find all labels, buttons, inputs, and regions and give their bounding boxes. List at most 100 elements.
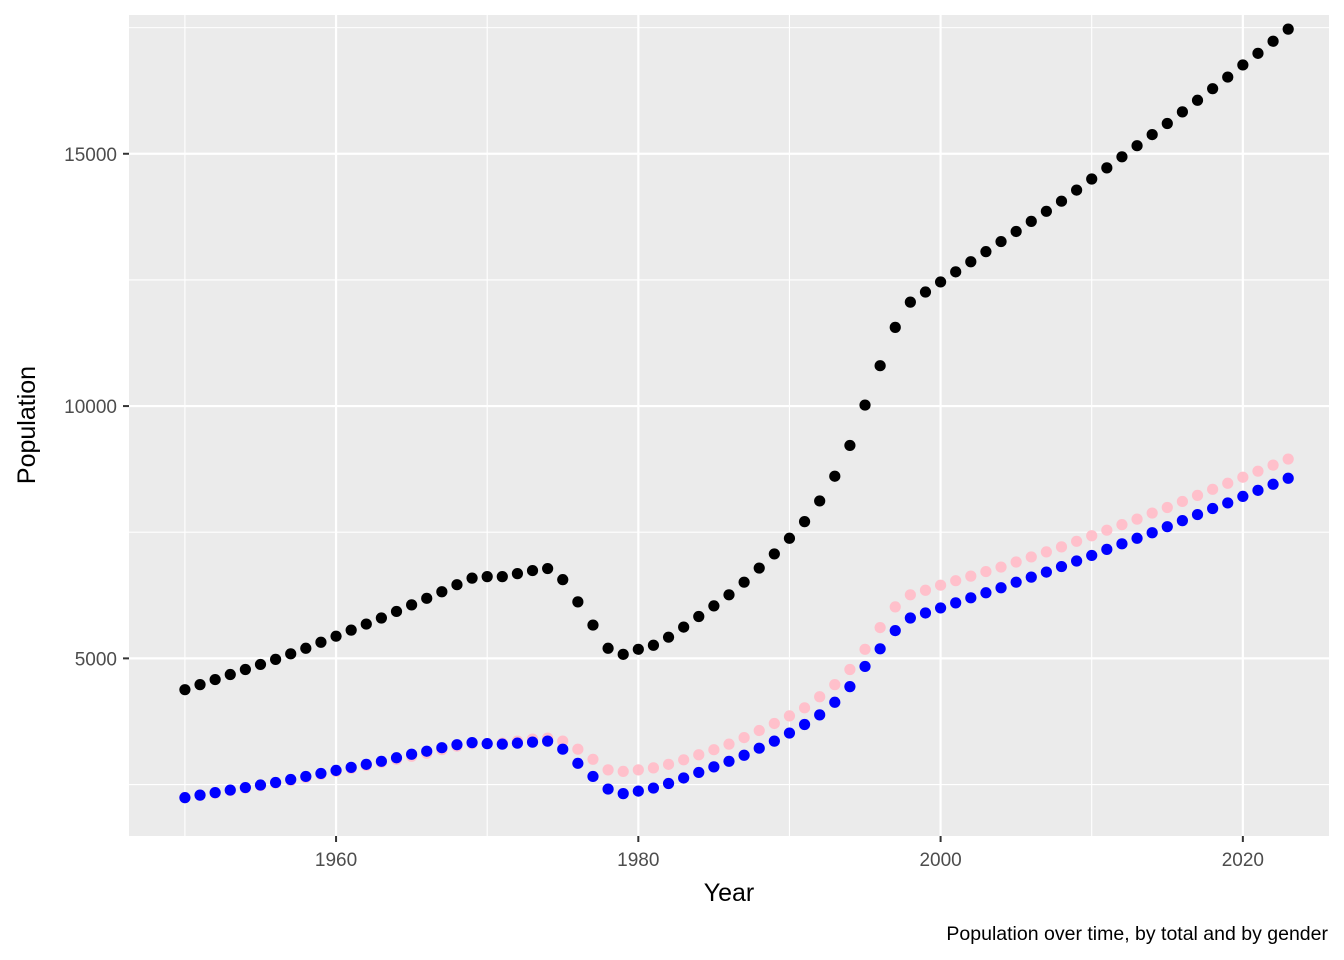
data-point — [179, 792, 191, 804]
data-point — [269, 776, 282, 789]
data-point — [783, 710, 796, 722]
data-point — [179, 684, 191, 696]
data-point — [285, 648, 297, 660]
data-point — [919, 607, 932, 619]
data-point — [1222, 497, 1234, 509]
x-tick-label: 2000 — [919, 850, 961, 871]
data-point — [1101, 162, 1113, 174]
data-point — [1086, 549, 1098, 562]
data-point — [1071, 184, 1083, 196]
data-point — [632, 785, 644, 797]
data-point — [1040, 546, 1052, 558]
data-point — [1237, 490, 1249, 502]
x-tick-label: 1960 — [315, 850, 357, 871]
data-point — [1252, 465, 1264, 477]
data-point — [662, 758, 675, 770]
data-point — [934, 602, 947, 614]
data-point — [587, 619, 599, 631]
data-point — [617, 648, 629, 660]
data-point — [1252, 47, 1264, 59]
data-point — [1176, 106, 1189, 118]
data-point — [602, 764, 614, 776]
data-point — [783, 532, 796, 544]
data-point — [1222, 71, 1234, 83]
data-point — [738, 732, 750, 744]
data-point — [798, 516, 811, 528]
data-point — [1191, 508, 1204, 521]
data-point — [617, 788, 629, 800]
data-point — [572, 743, 584, 755]
data-point — [360, 618, 372, 630]
data-point — [1252, 484, 1264, 496]
data-point — [1146, 128, 1158, 141]
data-point — [1040, 205, 1052, 217]
data-point — [829, 470, 841, 482]
data-point — [557, 743, 569, 755]
data-point — [406, 748, 418, 760]
x-axis: 1960 1980 2000 2020 — [315, 836, 1264, 871]
data-point — [572, 596, 584, 608]
data-point — [904, 612, 916, 624]
data-point — [980, 587, 992, 599]
data-point — [753, 724, 765, 737]
data-point — [1101, 524, 1113, 536]
data-point — [995, 235, 1007, 248]
x-tick-label: 2020 — [1222, 850, 1264, 871]
data-point — [1131, 532, 1143, 544]
data-point — [451, 739, 463, 751]
data-point — [980, 246, 992, 258]
data-point — [768, 548, 780, 560]
data-point — [1282, 453, 1294, 465]
data-point — [1131, 513, 1143, 525]
data-point — [602, 642, 614, 654]
data-point — [1116, 538, 1128, 550]
data-point — [1086, 530, 1098, 542]
data-point — [557, 574, 569, 586]
data-point — [950, 597, 962, 609]
data-point — [723, 738, 735, 750]
y-axis: 5000 10000 15000 — [64, 145, 129, 670]
data-point — [844, 663, 856, 676]
data-point — [829, 679, 841, 691]
data-point — [859, 660, 871, 673]
data-point — [980, 565, 992, 578]
data-point — [1267, 35, 1279, 47]
data-point — [1071, 555, 1083, 567]
x-tick-label: 1980 — [617, 850, 659, 871]
data-point — [723, 589, 735, 601]
data-point — [239, 663, 251, 676]
data-point — [708, 744, 720, 756]
data-point — [814, 691, 826, 703]
data-point — [844, 681, 856, 693]
data-point — [421, 592, 433, 604]
data-point — [738, 576, 750, 588]
data-point — [1267, 478, 1279, 490]
data-point — [542, 735, 554, 747]
data-point — [406, 599, 418, 611]
data-point — [511, 568, 524, 580]
x-axis-title: Year — [704, 879, 755, 907]
data-point — [919, 286, 932, 298]
data-point — [602, 783, 614, 795]
data-point — [859, 399, 871, 411]
data-point — [1055, 541, 1068, 553]
data-point — [375, 612, 387, 624]
data-point — [829, 696, 841, 708]
data-point — [1161, 117, 1173, 130]
data-point — [1101, 543, 1113, 555]
data-point — [451, 579, 463, 591]
data-point — [693, 610, 705, 623]
data-point — [526, 736, 539, 748]
data-point — [889, 321, 901, 333]
data-point — [1010, 225, 1022, 238]
plot-panel — [129, 15, 1329, 836]
minor-gridlines — [129, 15, 1329, 836]
data-point — [1131, 140, 1143, 152]
data-point — [300, 642, 312, 654]
data-point — [496, 571, 508, 583]
data-point — [1191, 94, 1204, 106]
data-point — [950, 575, 962, 587]
data-point — [557, 735, 569, 747]
data-point — [1086, 173, 1098, 185]
data-point — [904, 296, 916, 308]
